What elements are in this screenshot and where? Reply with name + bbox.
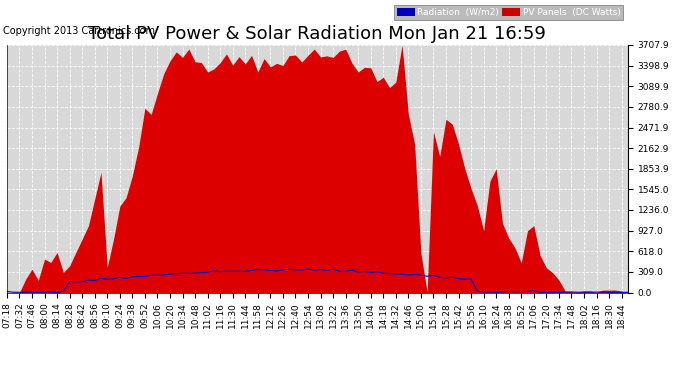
Legend: Radiation  (W/m2), PV Panels  (DC Watts): Radiation (W/m2), PV Panels (DC Watts) — [394, 5, 623, 20]
Title: Total PV Power & Solar Radiation Mon Jan 21 16:59: Total PV Power & Solar Radiation Mon Jan… — [88, 26, 546, 44]
Text: Copyright 2013 Cartronics.com: Copyright 2013 Cartronics.com — [3, 26, 155, 36]
